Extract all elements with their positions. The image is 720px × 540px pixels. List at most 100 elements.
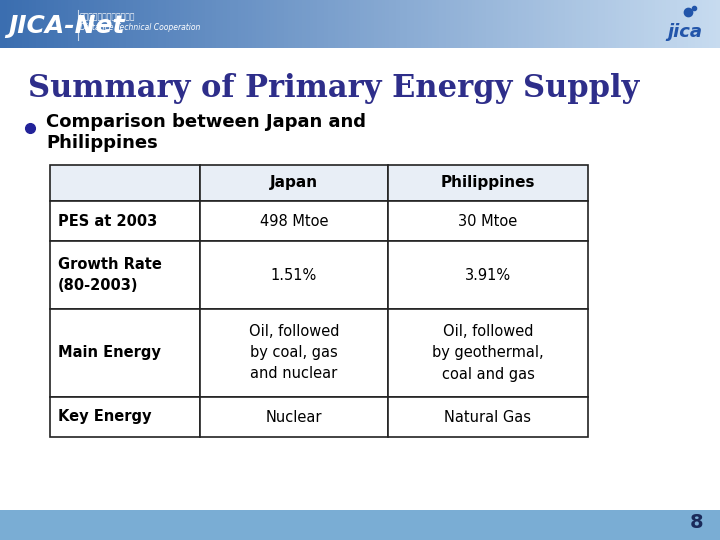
Bar bbox=[400, 0, 404, 48]
Bar bbox=[443, 0, 447, 48]
Bar bbox=[583, 0, 588, 48]
Bar bbox=[295, 0, 300, 48]
Bar bbox=[216, 0, 220, 48]
Bar bbox=[536, 0, 541, 48]
Text: Growth Rate
(80-2003): Growth Rate (80-2003) bbox=[58, 257, 162, 293]
Bar bbox=[666, 0, 670, 48]
Text: Oil, followed
by coal, gas
and nuclear: Oil, followed by coal, gas and nuclear bbox=[248, 325, 339, 381]
Bar bbox=[522, 0, 526, 48]
Bar bbox=[572, 0, 577, 48]
Text: 8: 8 bbox=[690, 512, 704, 531]
Bar bbox=[50, 165, 200, 201]
Bar bbox=[662, 0, 667, 48]
Bar bbox=[335, 0, 339, 48]
Bar bbox=[580, 0, 584, 48]
Bar bbox=[256, 0, 260, 48]
Bar bbox=[230, 0, 235, 48]
Bar bbox=[7, 0, 12, 48]
Bar bbox=[144, 0, 148, 48]
Bar bbox=[277, 0, 282, 48]
Bar bbox=[202, 0, 206, 48]
Bar bbox=[79, 0, 84, 48]
Text: PES at 2003: PES at 2003 bbox=[58, 213, 157, 228]
Text: Summary of Primary Energy Supply: Summary of Primary Energy Supply bbox=[28, 72, 639, 104]
Bar bbox=[288, 0, 292, 48]
Bar bbox=[274, 0, 278, 48]
Bar bbox=[324, 0, 328, 48]
Bar bbox=[200, 397, 388, 437]
Bar bbox=[644, 0, 649, 48]
Bar bbox=[356, 0, 361, 48]
Bar bbox=[299, 0, 303, 48]
Bar bbox=[382, 0, 386, 48]
Bar bbox=[410, 0, 415, 48]
Bar bbox=[436, 0, 440, 48]
Bar bbox=[234, 0, 238, 48]
Bar bbox=[641, 0, 645, 48]
Bar bbox=[133, 0, 138, 48]
Bar bbox=[385, 0, 390, 48]
Bar bbox=[252, 0, 256, 48]
Bar bbox=[432, 0, 436, 48]
Bar bbox=[310, 0, 314, 48]
Bar bbox=[698, 0, 703, 48]
Bar bbox=[388, 201, 588, 241]
Bar bbox=[659, 0, 663, 48]
Bar bbox=[403, 0, 408, 48]
Bar bbox=[313, 0, 318, 48]
Bar bbox=[200, 241, 388, 309]
Bar bbox=[112, 0, 116, 48]
Bar bbox=[709, 0, 714, 48]
Bar bbox=[619, 0, 624, 48]
Bar bbox=[47, 0, 51, 48]
Bar bbox=[468, 0, 472, 48]
Bar bbox=[65, 0, 69, 48]
Bar bbox=[713, 0, 717, 48]
Bar bbox=[119, 0, 123, 48]
Bar bbox=[76, 0, 80, 48]
Bar bbox=[353, 0, 357, 48]
Bar bbox=[166, 0, 170, 48]
Bar bbox=[281, 0, 285, 48]
Bar bbox=[598, 0, 602, 48]
Text: Comparison between Japan and: Comparison between Japan and bbox=[46, 113, 366, 131]
Bar bbox=[389, 0, 393, 48]
Bar bbox=[716, 0, 720, 48]
Bar bbox=[4, 0, 8, 48]
Bar bbox=[551, 0, 555, 48]
Text: Key Energy: Key Energy bbox=[58, 409, 151, 424]
Bar bbox=[108, 0, 112, 48]
Bar bbox=[11, 0, 15, 48]
Bar bbox=[367, 0, 372, 48]
Bar bbox=[173, 0, 177, 48]
Bar bbox=[562, 0, 566, 48]
Bar bbox=[652, 0, 656, 48]
Bar bbox=[317, 0, 321, 48]
Bar bbox=[83, 0, 87, 48]
Bar bbox=[169, 0, 174, 48]
Bar bbox=[457, 0, 462, 48]
Bar bbox=[263, 0, 267, 48]
Bar bbox=[72, 0, 76, 48]
Bar bbox=[425, 0, 429, 48]
Bar bbox=[25, 0, 30, 48]
Bar bbox=[396, 0, 400, 48]
Bar bbox=[184, 0, 188, 48]
Bar bbox=[446, 0, 451, 48]
Bar bbox=[158, 0, 163, 48]
Text: Nuclear: Nuclear bbox=[266, 409, 323, 424]
Bar bbox=[630, 0, 634, 48]
Text: 30 Mtoe: 30 Mtoe bbox=[459, 213, 518, 228]
Text: Philippines: Philippines bbox=[441, 176, 535, 191]
Bar bbox=[50, 201, 200, 241]
Bar bbox=[414, 0, 418, 48]
Bar bbox=[418, 0, 422, 48]
Bar bbox=[637, 0, 642, 48]
Bar bbox=[392, 0, 397, 48]
Bar bbox=[529, 0, 534, 48]
Bar bbox=[508, 0, 512, 48]
Bar bbox=[454, 0, 458, 48]
Bar bbox=[209, 0, 213, 48]
Bar bbox=[148, 0, 152, 48]
Bar bbox=[32, 0, 37, 48]
